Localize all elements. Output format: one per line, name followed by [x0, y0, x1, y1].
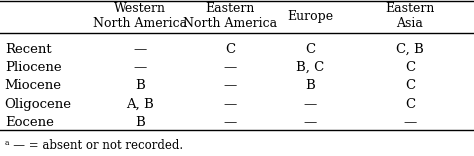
Text: Recent: Recent [5, 43, 51, 56]
Text: —: — [223, 98, 237, 111]
Text: C: C [305, 43, 316, 56]
Text: Eastern
Asia: Eastern Asia [385, 2, 435, 30]
Text: —: — [304, 98, 317, 111]
Text: B: B [135, 116, 145, 129]
Text: Europe: Europe [287, 10, 334, 23]
Text: Oligocene: Oligocene [5, 98, 72, 111]
Text: A, B: A, B [126, 98, 154, 111]
Text: ᵃ — = absent or not recorded.: ᵃ — = absent or not recorded. [5, 139, 183, 152]
Text: Miocene: Miocene [5, 79, 62, 93]
Text: B: B [306, 79, 315, 93]
Text: C: C [225, 43, 235, 56]
Text: —: — [304, 116, 317, 129]
Text: Eocene: Eocene [5, 116, 54, 129]
Text: B: B [135, 79, 145, 93]
Text: C, B: C, B [396, 43, 424, 56]
Text: Western
North America: Western North America [93, 2, 187, 30]
Text: C: C [405, 61, 415, 74]
Text: —: — [223, 116, 237, 129]
Text: —: — [403, 116, 417, 129]
Text: C: C [405, 79, 415, 93]
Text: B, C: B, C [296, 61, 325, 74]
Text: C: C [405, 98, 415, 111]
Text: —: — [223, 61, 237, 74]
Text: —: — [133, 61, 146, 74]
Text: Eastern
North America: Eastern North America [183, 2, 277, 30]
Text: —: — [133, 43, 146, 56]
Text: Pliocene: Pliocene [5, 61, 61, 74]
Text: —: — [223, 79, 237, 93]
